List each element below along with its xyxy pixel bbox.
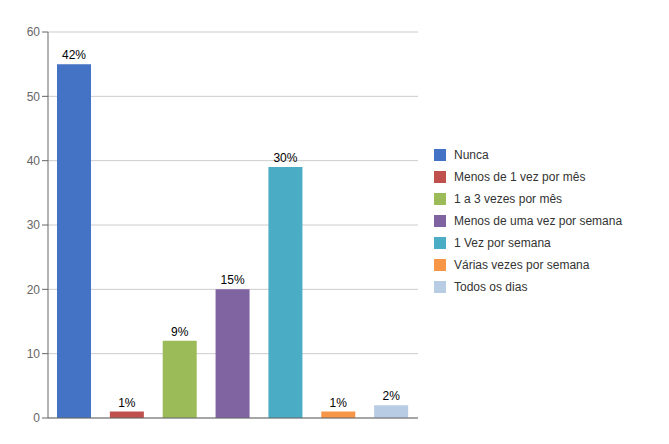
html-text:Nunca: Nunca [454,147,489,162]
svg-text:1%: 1% [118,396,136,410]
svg-text:10: 10 [27,347,41,361]
svg-text:20: 20 [27,283,41,297]
html-text:Menos de 1 vez por mês: Menos de 1 vez por mês [454,169,586,184]
html-text:1 Vez por semana: 1 Vez por semana [454,235,551,250]
svg-text:60: 60 [27,25,41,39]
svg-text:9%: 9% [171,325,189,339]
svg-text:50: 50 [27,90,41,104]
svg-text:0: 0 [33,411,40,425]
html-text:1 a 3 vezes por mês: 1 a 3 vezes por mês [454,191,563,206]
svg-text:1%: 1% [330,396,348,410]
html-text:Todos os dias: Todos os dias [454,279,528,294]
svg-text:30%: 30% [273,151,297,165]
html-text:Várias vezes por semana: Várias vezes por semana [454,257,590,272]
html-text:Menos de uma vez por semana: Menos de uma vez por semana [454,213,623,228]
svg-text:30: 30 [27,218,41,232]
svg-text:40: 40 [27,154,41,168]
svg-text:42%: 42% [62,48,86,62]
svg-text:2%: 2% [382,389,400,403]
svg-text:15%: 15% [221,273,245,287]
